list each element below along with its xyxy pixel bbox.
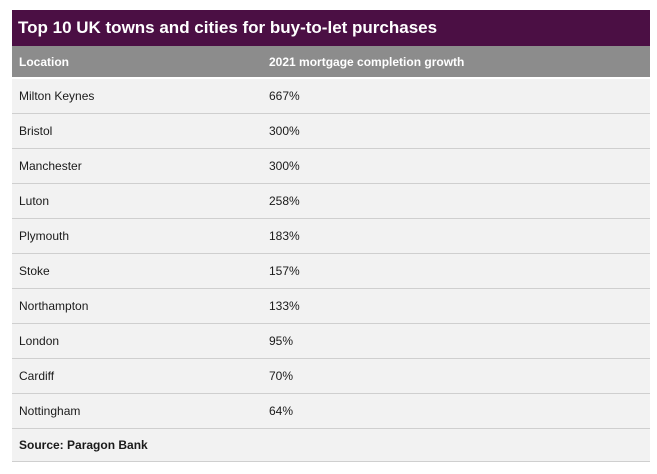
table-row: Milton Keynes 667% — [12, 79, 650, 114]
location-cell: Milton Keynes — [19, 89, 95, 103]
location-cell: Manchester — [19, 159, 82, 173]
column-header-growth: 2021 mortgage completion growth — [269, 54, 465, 69]
growth-cell: 64% — [269, 404, 294, 418]
table-row: Luton 258% — [12, 184, 650, 219]
location-cell: London — [19, 334, 60, 348]
location-cell: Luton — [19, 194, 50, 208]
table-row: Stoke 157% — [12, 254, 650, 289]
table-row: Plymouth 183% — [12, 219, 650, 254]
column-header-location: Location — [19, 54, 69, 69]
source-row: Source: Paragon Bank — [12, 429, 650, 462]
location-cell: Nottingham — [19, 404, 81, 418]
location-cell: Cardiff — [19, 369, 55, 383]
growth-cell: 70% — [269, 369, 294, 383]
location-cell: Bristol — [19, 124, 53, 138]
location-cell: Stoke — [19, 264, 50, 278]
table-row: Cardiff 70% — [12, 359, 650, 394]
location-cell: Plymouth — [19, 229, 70, 243]
growth-cell: 667% — [269, 89, 300, 103]
growth-cell: 157% — [269, 264, 300, 278]
growth-cell: 183% — [269, 229, 300, 243]
buy-to-let-table: Top 10 UK towns and cities for buy-to-le… — [12, 10, 650, 462]
table-header-row: Location 2021 mortgage completion growth — [12, 46, 650, 79]
table-row: Northampton 133% — [12, 289, 650, 324]
table-row: London 95% — [12, 324, 650, 359]
growth-cell: 95% — [269, 334, 294, 348]
growth-cell: 133% — [269, 299, 300, 313]
source-note: Source: Paragon Bank — [19, 438, 148, 452]
table-row: Bristol 300% — [12, 114, 650, 149]
growth-cell: 300% — [269, 124, 300, 138]
table-title: Top 10 UK towns and cities for buy-to-le… — [12, 10, 650, 46]
table-row: Nottingham 64% — [12, 394, 650, 429]
location-cell: Northampton — [19, 299, 89, 313]
table-row: Manchester 300% — [12, 149, 650, 184]
table-body: Milton Keynes 667% Bristol 300% Manchest… — [12, 79, 650, 429]
growth-cell: 258% — [269, 194, 300, 208]
growth-cell: 300% — [269, 159, 300, 173]
